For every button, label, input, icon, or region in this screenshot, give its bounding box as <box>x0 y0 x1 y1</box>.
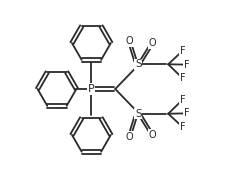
Text: S: S <box>135 59 142 69</box>
Text: O: O <box>149 38 156 48</box>
Text: F: F <box>179 73 185 83</box>
Text: O: O <box>126 132 133 142</box>
Text: F: F <box>184 60 190 70</box>
Text: P: P <box>88 84 95 94</box>
Text: S: S <box>135 109 142 119</box>
Text: F: F <box>179 46 185 56</box>
Text: F: F <box>179 95 185 105</box>
Text: F: F <box>184 108 190 118</box>
Text: F: F <box>179 122 185 132</box>
Text: O: O <box>126 36 133 46</box>
Text: O: O <box>149 130 156 140</box>
